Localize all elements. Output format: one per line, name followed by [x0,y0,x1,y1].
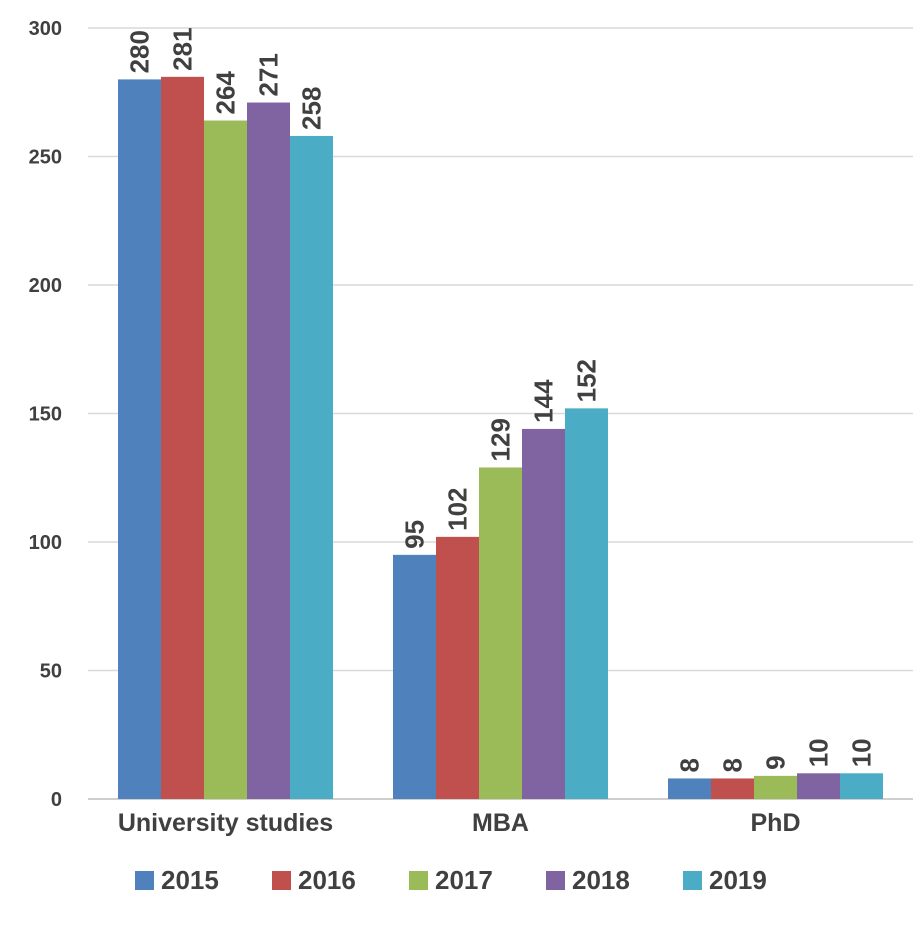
bar-2017-university-studies [204,120,247,799]
bar-2015-university-studies [118,79,161,799]
data-label: 10 [847,738,877,767]
legend-label: 2018 [572,865,630,895]
data-label: 144 [529,379,559,423]
data-label: 264 [211,71,241,115]
legend-swatch [135,871,154,890]
y-tick-label: 50 [40,661,62,683]
data-label: 280 [125,30,155,73]
bar-2017-phd [754,775,797,799]
legend-label: 2015 [161,865,219,895]
y-tick-label: 150 [29,404,62,426]
bar-2019-university-studies [290,135,333,799]
y-tick-label: 100 [29,532,62,554]
y-tick-label: 0 [51,789,62,811]
data-label: 152 [572,359,602,402]
legend-label: 2017 [435,865,493,895]
x-category-label: University studies [118,809,333,837]
legend: 2015 2016 2017 2018 2019 [135,865,767,895]
legend-label: 2019 [709,865,767,895]
x-category-label: MBA [472,809,529,837]
bar-2019-mba [565,408,608,799]
y-axis-ticks: 0 50 100 150 200 250 300 [29,18,62,811]
y-tick-label: 200 [29,275,62,297]
legend-swatch [272,871,291,890]
legend-swatch [409,871,428,890]
bar-2018-phd [797,773,840,799]
data-label: 258 [297,87,327,130]
x-category-label: PhD [751,809,801,837]
bar-2015-phd [668,778,711,799]
data-label: 102 [443,487,473,530]
y-tick-label: 300 [29,18,62,40]
data-label: 271 [254,53,284,96]
y-tick-label: 250 [29,147,62,169]
data-label: 9 [761,755,791,769]
bar-2015-mba [393,554,436,799]
data-label: 8 [675,758,705,772]
bar-2017-mba [479,467,522,799]
legend-swatch [683,871,702,890]
bar-2018-mba [522,428,565,799]
x-axis-categories: University studies MBA PhD [118,809,801,837]
data-label: 95 [400,520,430,549]
bar-2018-university-studies [247,102,290,799]
data-label: 129 [486,418,516,461]
data-label: 8 [718,758,748,772]
bars [118,76,883,799]
data-label: 281 [168,27,198,70]
data-label: 10 [804,738,834,767]
legend-swatch [546,871,565,890]
bar-2016-university-studies [161,76,204,799]
bar-2016-phd [711,778,754,799]
bar-2016-mba [436,536,479,799]
legend-label: 2016 [298,865,356,895]
bar-2019-phd [840,773,883,799]
